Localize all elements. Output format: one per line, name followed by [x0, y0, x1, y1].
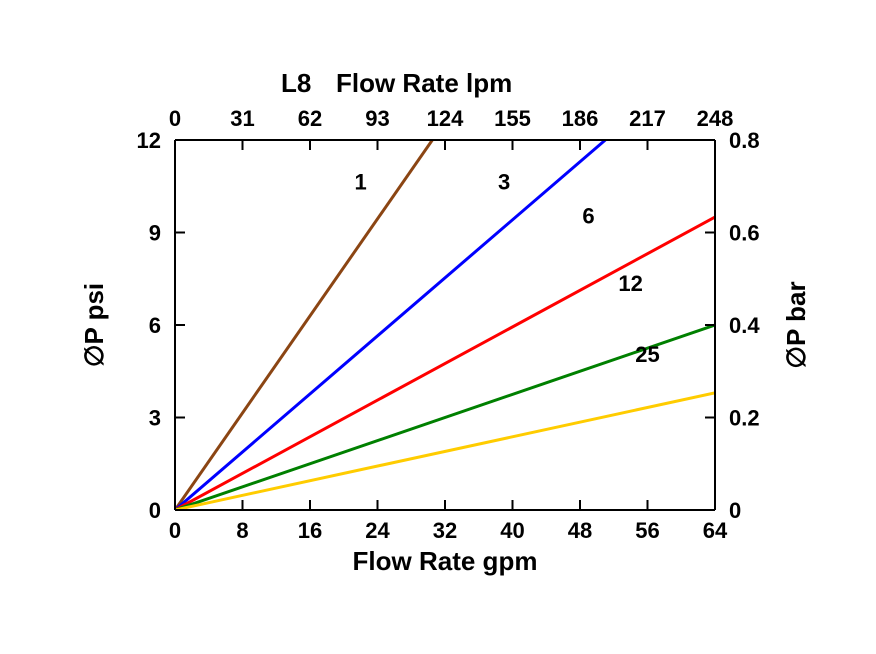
- xt-tick-label: 124: [427, 106, 464, 131]
- series-label-3: 3: [498, 169, 510, 194]
- yr-tick-label: 0.8: [729, 128, 760, 153]
- xt-tick-label: 31: [230, 106, 254, 131]
- yl-tick-label: 3: [149, 406, 161, 431]
- x-bottom-title: Flow Rate gpm: [353, 546, 538, 576]
- xb-tick-label: 48: [568, 518, 592, 543]
- xt-tick-label: 155: [494, 106, 531, 131]
- x-top-title-prefix: L8: [281, 68, 311, 98]
- x-top-title: Flow Rate lpm: [336, 68, 512, 98]
- yr-tick-label: 0.6: [729, 221, 760, 246]
- xt-tick-label: 248: [697, 106, 734, 131]
- yl-tick-label: 12: [137, 128, 161, 153]
- xb-tick-label: 32: [433, 518, 457, 543]
- yl-tick-label: 0: [149, 498, 161, 523]
- xb-tick-label: 16: [298, 518, 322, 543]
- xt-tick-label: 62: [298, 106, 322, 131]
- y-right-title: ∅P bar: [781, 281, 811, 368]
- yl-tick-label: 9: [149, 221, 161, 246]
- series-label-25: 25: [635, 342, 659, 367]
- xb-tick-label: 24: [365, 518, 390, 543]
- chart-container: 0816243240485664Flow Rate gpm03162931241…: [0, 0, 876, 654]
- yr-tick-label: 0.2: [729, 406, 760, 431]
- xt-tick-label: 217: [629, 106, 666, 131]
- yr-tick-label: 0: [729, 498, 741, 523]
- xb-tick-label: 40: [500, 518, 524, 543]
- y-left-title: ∅P psi: [79, 283, 109, 367]
- series-label-6: 6: [582, 203, 594, 228]
- series-label-12: 12: [618, 271, 642, 296]
- series-label-1: 1: [355, 169, 367, 194]
- xb-tick-label: 56: [635, 518, 659, 543]
- xt-tick-label: 0: [169, 106, 181, 131]
- chart-svg: 0816243240485664Flow Rate gpm03162931241…: [0, 0, 876, 654]
- xt-tick-label: 93: [365, 106, 389, 131]
- xb-tick-label: 0: [169, 518, 181, 543]
- xb-tick-label: 8: [236, 518, 248, 543]
- yl-tick-label: 6: [149, 313, 161, 338]
- xt-tick-label: 186: [562, 106, 599, 131]
- yr-tick-label: 0.4: [729, 313, 760, 338]
- xb-tick-label: 64: [703, 518, 728, 543]
